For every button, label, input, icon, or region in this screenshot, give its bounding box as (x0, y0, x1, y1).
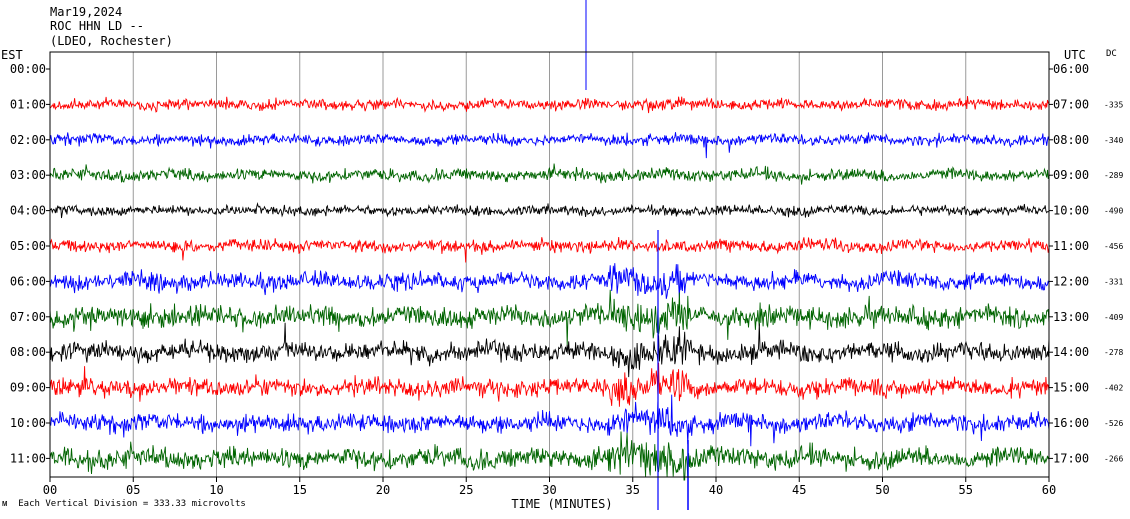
utc-row-label: 09:00 (1053, 168, 1089, 182)
trace-row-1100 (49, 431, 1050, 481)
dc-offset-label: -456 (1104, 242, 1123, 251)
dc-offset-label: -289 (1104, 171, 1123, 180)
chart-grid (49, 52, 1050, 477)
header-date: Mar19,2024 (50, 5, 123, 19)
x-tick-label: 50 (875, 483, 889, 497)
vertical-division-text: Each Vertical Division = 333.33 microvol… (18, 499, 246, 509)
dc-offset-label: -278 (1104, 348, 1123, 357)
est-row-label: 10:00 (10, 416, 46, 430)
footer-marker-icon: ᴍ (2, 499, 8, 509)
est-row-label: 05:00 (10, 239, 46, 253)
chart-frame (46, 51, 1053, 482)
utc-row-label: 11:00 (1053, 239, 1089, 253)
x-tick-label: 20 (376, 483, 390, 497)
trace-row-0700 (49, 289, 1050, 346)
dc-offset-label: -340 (1104, 136, 1123, 145)
dc-offset-label: -335 (1104, 100, 1123, 109)
utc-row-label: 14:00 (1053, 345, 1089, 359)
est-row-label: 01:00 (10, 97, 46, 111)
est-row-label: 06:00 (10, 274, 46, 288)
x-tick-label: 40 (709, 483, 723, 497)
est-row-label: 03:00 (10, 168, 46, 182)
trace-row-0200 (49, 132, 1050, 159)
utc-row-label: 17:00 (1053, 451, 1089, 465)
x-tick-label: 05 (126, 483, 140, 497)
vertical-division-note: ᴍ Each Vertical Division = 333.33 microv… (2, 499, 246, 509)
dc-axis-label: DC (1106, 49, 1117, 59)
x-tick-label: 00 (43, 483, 57, 497)
utc-row-label: 10:00 (1053, 204, 1089, 218)
dc-offset-label: -402 (1104, 384, 1123, 393)
x-tick-label: 45 (792, 483, 806, 497)
x-tick-label: 30 (542, 483, 556, 497)
utc-row-label: 12:00 (1053, 274, 1089, 288)
header-station: ROC HHN LD -- (50, 19, 144, 33)
chart-labels: 00 05 10 15 20 25 30 35 40 45 50 55 60 TIME (MINUTES)… (10, 62, 1124, 511)
x-tick-label: 25 (459, 483, 473, 497)
dc-offset-label: -266 (1104, 454, 1123, 463)
dc-offset-label: -331 (1104, 277, 1123, 286)
est-row-label: 04:00 (10, 204, 46, 218)
x-tick-label: 55 (959, 483, 973, 497)
trace-row-0300 (49, 163, 1050, 185)
est-row-label: 02:00 (10, 133, 46, 147)
trace-row-1000 (50, 394, 1050, 447)
est-row-label: 11:00 (10, 451, 46, 465)
dc-offset-label: -526 (1104, 419, 1123, 428)
utc-row-label: 06:00 (1053, 62, 1089, 76)
est-row-label: 09:00 (10, 381, 46, 395)
header-network: (LDEO, Rochester) (50, 34, 173, 48)
utc-axis-label: UTC (1064, 48, 1086, 62)
est-row-label: 08:00 (10, 345, 46, 359)
est-row-label: 00:00 (10, 62, 46, 76)
est-axis-label: EST (1, 48, 23, 62)
trace-row-0800 (49, 322, 1050, 378)
trace-row-0100 (49, 96, 1050, 114)
trace-row-0400 (49, 201, 1050, 219)
est-row-label: 07:00 (10, 310, 46, 324)
x-axis-title: TIME (MINUTES) (511, 497, 612, 511)
utc-row-label: 15:00 (1053, 381, 1089, 395)
x-tick-label: 35 (626, 483, 640, 497)
x-tick-label: 60 (1042, 483, 1056, 497)
utc-row-label: 13:00 (1053, 310, 1089, 324)
trace-row-0600 (49, 263, 1050, 299)
utc-row-label: 07:00 (1053, 97, 1089, 111)
dc-offset-label: -409 (1104, 313, 1123, 322)
utc-row-label: 08:00 (1053, 133, 1089, 147)
dc-offset-label: -490 (1104, 207, 1123, 216)
trace-row-0500 (49, 236, 1050, 263)
trace-row-0900 (49, 362, 1050, 407)
x-tick-label: 10 (209, 483, 223, 497)
seismogram-traces (49, 0, 1050, 510)
x-tick-label: 15 (293, 483, 307, 497)
utc-row-label: 16:00 (1053, 416, 1089, 430)
